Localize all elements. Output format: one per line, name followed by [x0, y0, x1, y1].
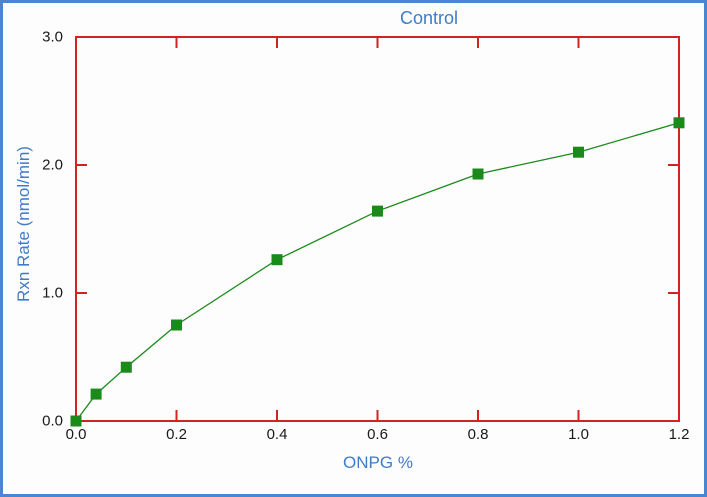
x-tick-label: 0.2 [166, 426, 187, 443]
data-line [75, 122, 680, 422]
plot-canvas [70, 36, 685, 427]
data-point [472, 168, 484, 180]
data-point [70, 415, 82, 427]
y-tick-label: 3.0 [42, 28, 63, 46]
data-point [90, 388, 102, 400]
data-point [271, 254, 283, 266]
x-tick-label: 1.0 [568, 426, 589, 443]
y-tick-label: 0.0 [42, 412, 63, 430]
data-point [171, 319, 182, 331]
x-tick-label: 0.4 [266, 426, 288, 443]
y-axis-title: Rxn Rate (nmol/min) [14, 146, 33, 302]
x-tick-label: 1.2 [668, 426, 690, 443]
y-tick-label: 1.0 [42, 284, 63, 302]
data-point [372, 205, 383, 217]
data-point [673, 117, 685, 129]
data-point [573, 146, 584, 158]
x-axis-title: ONPG % [343, 453, 413, 472]
plot-border [75, 36, 680, 422]
chart-title: Control [399, 8, 459, 28]
y-tick-label: 2.0 [42, 156, 63, 174]
x-tick-label: 0.8 [467, 426, 489, 443]
data-point [120, 361, 132, 373]
x-tick-label: 0.6 [367, 426, 388, 443]
x-tick-label: 0.0 [65, 426, 87, 443]
